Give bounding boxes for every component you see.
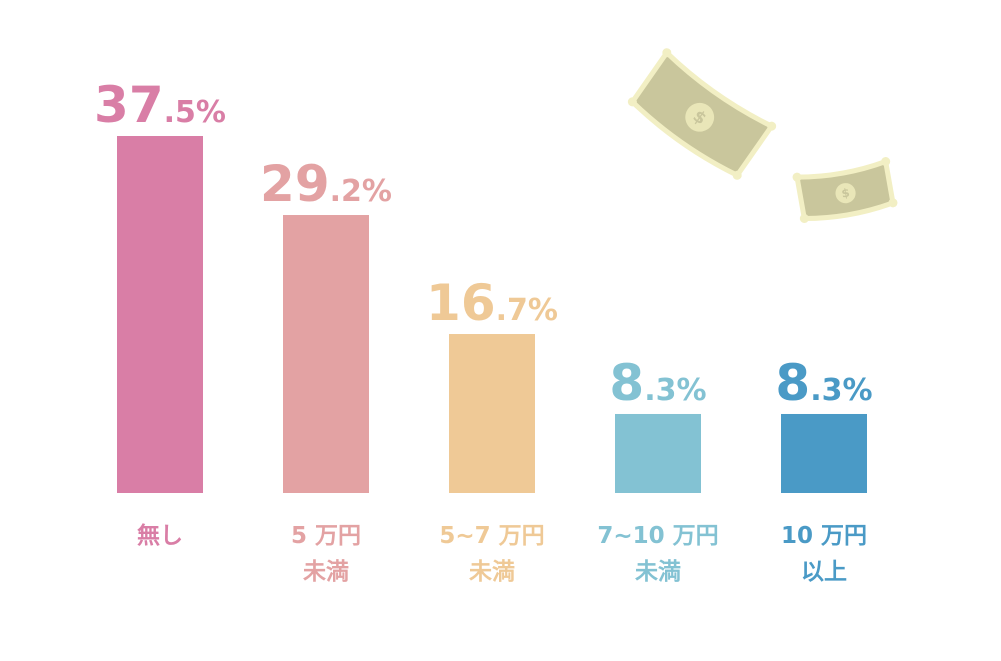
banknote-small-icon: $	[792, 157, 898, 223]
value-label-major: 8	[609, 354, 644, 412]
value-label-1: 29.2%	[260, 155, 392, 213]
category-label-4-line-0: 10 万円	[781, 523, 867, 549]
value-label-major: 29	[260, 155, 330, 213]
value-label-0: 37.5%	[94, 76, 226, 134]
category-label-0-line-0: 無し	[137, 523, 183, 549]
bars	[117, 136, 867, 494]
bar-0	[117, 136, 203, 493]
value-label-minor: .3%	[644, 373, 706, 408]
category-label-2-line-0: 5~7 万円	[439, 523, 544, 549]
value-label-3: 8.3%	[609, 354, 706, 412]
value-label-minor: .5%	[164, 95, 226, 130]
value-label-major: 16	[426, 274, 496, 332]
svg-text:$: $	[840, 185, 850, 200]
category-label-3-line-0: 7~10 万円	[597, 523, 718, 549]
value-label-2: 16.7%	[426, 274, 558, 332]
value-label-minor: .2%	[330, 174, 392, 209]
value-label-major: 37	[94, 76, 164, 134]
banknote-large-icon: $	[627, 48, 777, 180]
bar-2	[449, 334, 535, 493]
category-label-2-line-1: 未満	[469, 559, 515, 585]
category-label-4-line-1: 以上	[801, 559, 847, 585]
decorations: $$	[627, 48, 898, 223]
bar-1	[283, 215, 369, 494]
bar-4	[781, 413, 867, 493]
category-label-3-line-1: 未満	[635, 559, 681, 585]
value-label-minor: .3%	[810, 373, 872, 408]
value-label-minor: .7%	[496, 293, 558, 328]
bar-3	[615, 413, 701, 493]
value-label-4: 8.3%	[775, 354, 872, 412]
value-labels: 37.5%29.2%16.7%8.3% 8.3%	[94, 76, 873, 412]
category-label-1-line-1: 未満	[303, 559, 349, 585]
value-label-major: 8	[775, 354, 810, 412]
category-label-1-line-0: 5 万円	[291, 523, 361, 549]
